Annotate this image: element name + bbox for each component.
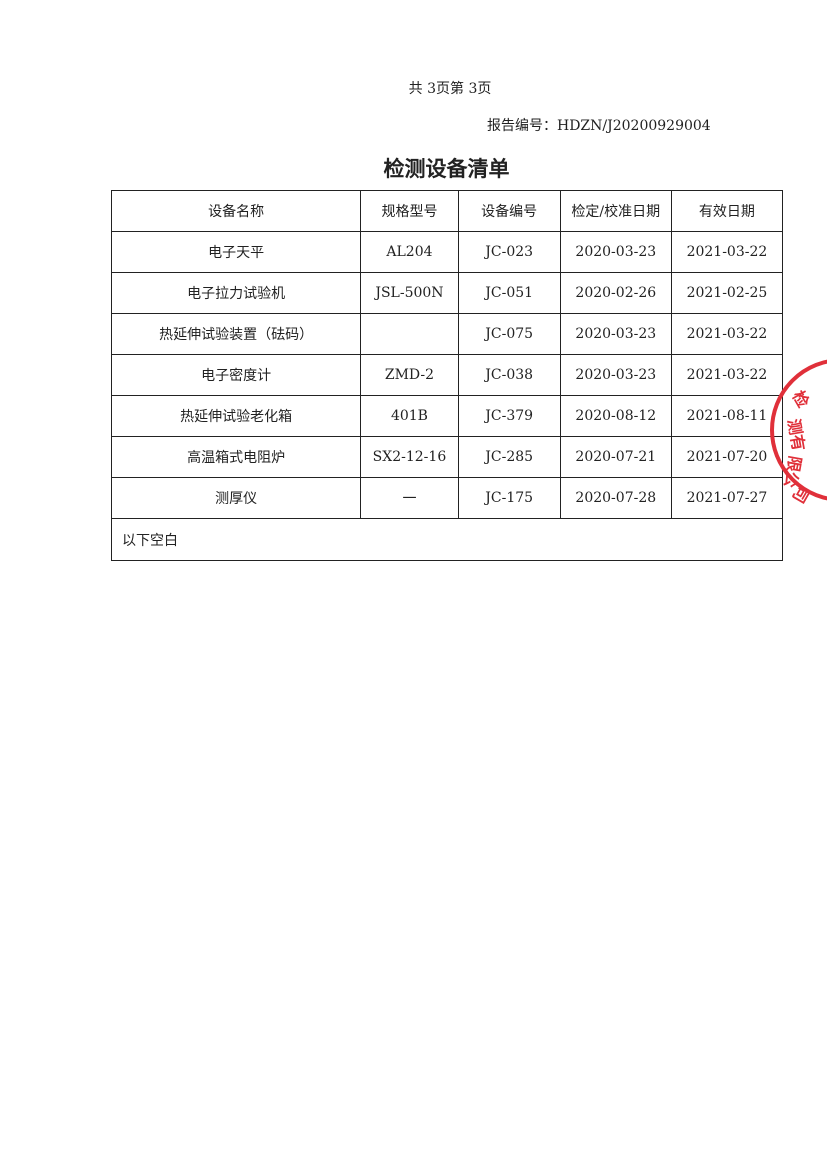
document-title: 检测设备清单 [383,157,510,181]
table-cell: 一 [360,477,459,519]
table-row: 高温箱式电阻炉 SX2-12-16 JC-285 2020-07-21 2021-07-… [110,436,784,478]
table-cell: 2021-07-20 [670,436,784,478]
column-header: 有效日期 [670,190,784,232]
table-cell: 电子天平 [110,231,362,273]
table-cell: AL204 [360,231,459,273]
table-cell: JC-023 [457,231,561,273]
blank-below-note: 以下空白 [111,518,783,561]
column-header: 设备名称 [110,190,362,232]
table-cell: 401B [360,395,459,437]
company-seal-stamp: 检 测有 限公 司 [770,359,827,506]
column-header: 检定/校准日期 [559,190,672,232]
table-cell: 2021-03-22 [670,313,784,355]
svg-text:测有: 测有 [784,417,808,452]
table-cell: 高温箱式电阻炉 [110,436,362,478]
table-cell: 电子密度计 [110,354,362,396]
svg-text:检: 检 [789,388,813,411]
table-cell: JC-285 [457,436,561,478]
table-cell: 2020-08-12 [559,395,672,437]
table-cell: JC-175 [457,477,561,519]
table-cell: 2020-07-28 [559,477,672,519]
table-cell: JC-379 [457,395,561,437]
table-row: 热延伸试验装置（砝码） JC-075 2020-03-23 2021-03-22 [110,313,784,355]
table-cell: JC-038 [457,354,561,396]
table-cell: 热延伸试验装置（砝码） [110,313,362,355]
table-cell: 2020-03-23 [559,313,672,355]
svg-text:限公: 限公 [781,454,805,489]
table-cell: SX2-12-16 [360,436,459,478]
table-cell: 2021-03-22 [670,231,784,273]
table-row: 测厚仪一 JC-175 2020-07-28 2021-07-27 [110,477,784,519]
table-row: 电子天平 AL204 JC-023 2020-03-23 2021-03-22 [110,231,784,273]
equipment-table: 设备名称 规格型号 设备编号 检定/校准日期 有效日期 电子天平 AL204 JC-023 2… [110,190,784,561]
table-cell: 2021-07-27 [670,477,784,519]
table-cell: 2020-03-23 [559,231,672,273]
table-header-row: 设备名称 规格型号 设备编号 检定/校准日期 有效日期 [110,190,784,232]
table-cell: JC-051 [457,272,561,314]
table-cell: JSL-500N [360,272,459,314]
table-cell: 热延伸试验老化箱 [110,395,362,437]
table-cell: 2020-02-26 [559,272,672,314]
table-cell: 2021-02-25 [670,272,784,314]
table-footer-row: 以下空白 [111,518,783,561]
table-cell: JC-075 [457,313,561,355]
table-row: 热延伸试验老化箱 401B JC-379 2020-08-12 2021-08-11 [110,395,784,437]
table-cell: 2020-07-21 [559,436,672,478]
table-cell: 电子拉力试验机 [110,272,362,314]
report-number: 报告编号：HDZN/J20200929004 [487,118,711,134]
table-cell: 2020-03-23 [559,354,672,396]
table-cell: 2021-03-22 [670,354,784,396]
table-cell: 2021-08-11 [670,395,784,437]
table-row: 电子密度计 ZMD-2 JC-038 2020-03-23 2021-03-22 [110,354,784,396]
table-cell: ZMD-2 [360,354,459,396]
table-cell: 测厚仪 [110,477,362,519]
table-row: 电子拉力试验机 JSL-500N JC-051 2020-02-26 2021-02-2… [110,272,784,314]
table-cell [360,313,459,355]
page-info: 共 3页第 3页 [408,81,492,97]
column-header: 设备编号 [457,190,561,232]
column-header: 规格型号 [360,190,459,232]
